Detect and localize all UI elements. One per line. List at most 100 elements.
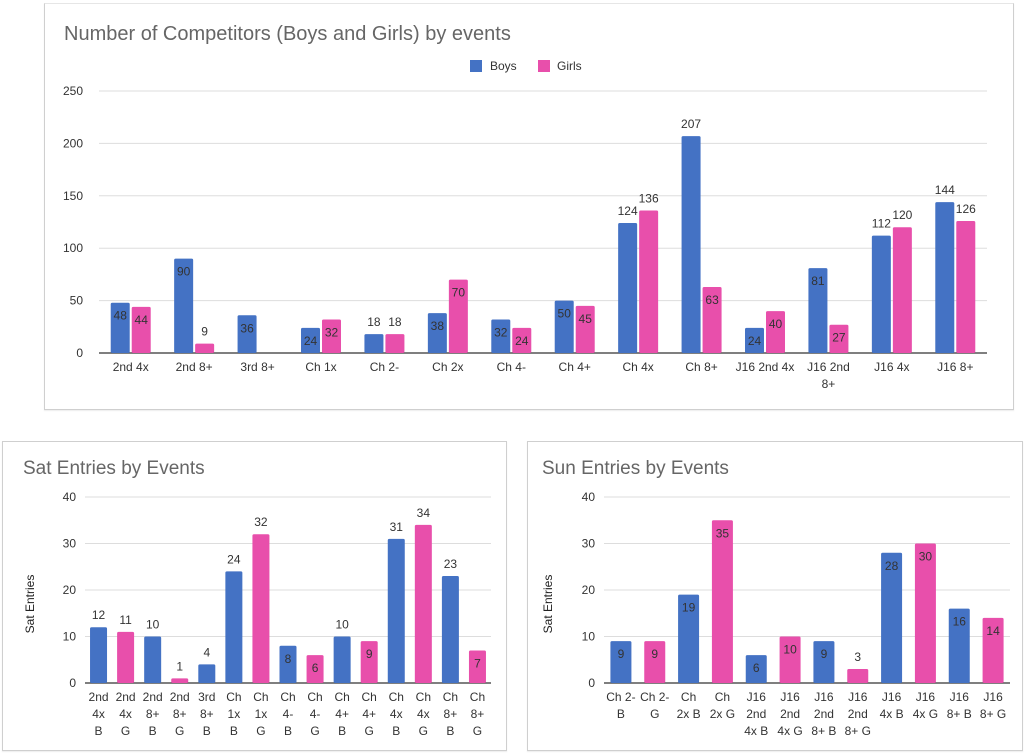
data-label: 32 bbox=[254, 515, 268, 529]
data-label: 19 bbox=[682, 601, 696, 615]
data-label: 14 bbox=[986, 624, 1000, 638]
data-label: 120 bbox=[892, 208, 912, 222]
x-tick-label: 2nd bbox=[780, 707, 800, 721]
y-tick-label: 30 bbox=[63, 537, 77, 551]
x-tick-label: 2nd 8+ bbox=[176, 360, 213, 374]
y-tick-label: 250 bbox=[63, 84, 83, 98]
x-tick-label: 4x bbox=[417, 707, 430, 721]
bar-girls bbox=[306, 655, 324, 683]
bar-girls bbox=[117, 631, 135, 683]
x-tick-label: 8+ bbox=[471, 707, 485, 721]
y-tick-label: 40 bbox=[582, 490, 596, 504]
x-tick-label: B bbox=[392, 724, 400, 738]
x-tick-label: J16 bbox=[983, 690, 1003, 704]
legend-swatch-boys bbox=[470, 60, 482, 72]
x-tick-label: J16 bbox=[916, 690, 936, 704]
data-label: 10 bbox=[335, 618, 349, 632]
data-label: 40 bbox=[769, 317, 783, 331]
data-label: 1 bbox=[176, 659, 183, 673]
data-label: 24 bbox=[515, 334, 529, 348]
data-label: 36 bbox=[240, 321, 254, 335]
x-tick-label: Ch bbox=[681, 690, 696, 704]
data-label: 32 bbox=[325, 325, 339, 339]
data-label: 9 bbox=[651, 647, 658, 661]
bar-boys bbox=[554, 300, 574, 353]
bar-boys bbox=[225, 571, 243, 683]
data-label: 6 bbox=[312, 661, 319, 675]
legend-label-girls: Girls bbox=[557, 59, 582, 73]
x-tick-label: Ch 4+ bbox=[559, 360, 591, 374]
x-tick-label: 8+ B bbox=[811, 724, 836, 738]
y-tick-label: 100 bbox=[63, 241, 83, 255]
x-tick-label: J16 bbox=[780, 690, 800, 704]
x-tick-label: G bbox=[473, 724, 482, 738]
x-tick-label: J16 bbox=[848, 690, 868, 704]
x-tick-label: J16 bbox=[814, 690, 834, 704]
data-label: 144 bbox=[935, 183, 955, 197]
data-label: 38 bbox=[431, 319, 445, 333]
data-label: 70 bbox=[452, 286, 466, 300]
bar-girls bbox=[892, 227, 912, 353]
y-tick-label: 10 bbox=[63, 630, 77, 644]
data-label: 23 bbox=[444, 557, 458, 571]
legend-label-boys: Boys bbox=[490, 59, 517, 73]
data-label: 9 bbox=[618, 647, 625, 661]
sat-chart-panel: Sat Entries by Events Sat Entries 0 10 20 3… bbox=[2, 441, 507, 751]
bar-girls bbox=[385, 334, 405, 353]
x-tick-label: B bbox=[230, 724, 238, 738]
x-tick-label: 4x G bbox=[777, 724, 802, 738]
x-tick-label: J16 bbox=[747, 690, 767, 704]
y-tick-label: 50 bbox=[70, 294, 84, 308]
x-tick-label: Ch bbox=[470, 690, 485, 704]
bar-boys bbox=[610, 641, 632, 683]
x-tick-label: G bbox=[310, 724, 319, 738]
x-tick-label: 8+ G bbox=[845, 724, 871, 738]
bar-girls bbox=[468, 650, 486, 683]
x-tick-label: 2nd bbox=[814, 707, 834, 721]
x-tick-label: 4x bbox=[92, 707, 105, 721]
x-tick-label: B bbox=[338, 724, 346, 738]
bar-boys bbox=[948, 608, 970, 683]
x-tick-label: Ch bbox=[715, 690, 730, 704]
x-tick-label: Ch 2- bbox=[370, 360, 399, 374]
data-label: 126 bbox=[956, 202, 976, 216]
y-tick-label: 20 bbox=[582, 583, 596, 597]
bar-girls bbox=[829, 324, 849, 353]
sun-chart-panel: Sun Entries by Events Sat Entries 0 10 20 3… bbox=[527, 441, 1023, 751]
bar-boys bbox=[110, 302, 130, 353]
competitors-chart: Number of Competitors (Boys and Girls) b… bbox=[63, 23, 987, 391]
bar-boys bbox=[813, 641, 835, 683]
x-tick-label: Ch 2- bbox=[640, 690, 669, 704]
data-label: 3 bbox=[854, 650, 861, 664]
x-tick-label: J16 2nd bbox=[807, 360, 850, 374]
x-tick-label: 8+ B bbox=[947, 707, 972, 721]
data-label: 8 bbox=[285, 652, 292, 666]
bar-boys bbox=[333, 636, 351, 683]
x-tick-label: Ch 8+ bbox=[685, 360, 717, 374]
data-label: 18 bbox=[367, 315, 381, 329]
bar-girls bbox=[982, 617, 1004, 683]
bar-boys bbox=[90, 627, 108, 683]
bar-boys bbox=[441, 576, 459, 683]
x-tick-label: Ch bbox=[362, 690, 377, 704]
sun-entries-chart: Sun Entries by Events Sat Entries 0 10 20 3… bbox=[541, 458, 1010, 738]
x-tick-label: Ch 4- bbox=[497, 360, 526, 374]
bar-girls bbox=[644, 641, 666, 683]
x-tick-label: 8+ bbox=[444, 707, 458, 721]
x-tick-label: B bbox=[617, 707, 625, 721]
data-label: 16 bbox=[953, 615, 967, 629]
chart-title: Sat Entries by Events bbox=[23, 458, 205, 479]
data-label: 63 bbox=[705, 293, 719, 307]
bar-girls bbox=[639, 210, 659, 353]
x-tick-label: J16 2nd 4x bbox=[736, 360, 795, 374]
bar-boys bbox=[935, 202, 955, 353]
data-label: 50 bbox=[558, 307, 572, 321]
x-tick-label: 3rd bbox=[198, 690, 215, 704]
data-label: 32 bbox=[494, 325, 508, 339]
x-tick-label: 4+ bbox=[362, 707, 376, 721]
bar-boys bbox=[491, 319, 511, 353]
x-tick-label: G bbox=[419, 724, 428, 738]
data-label: 9 bbox=[821, 647, 828, 661]
data-label: 48 bbox=[114, 309, 128, 323]
bar-boys bbox=[198, 664, 216, 683]
